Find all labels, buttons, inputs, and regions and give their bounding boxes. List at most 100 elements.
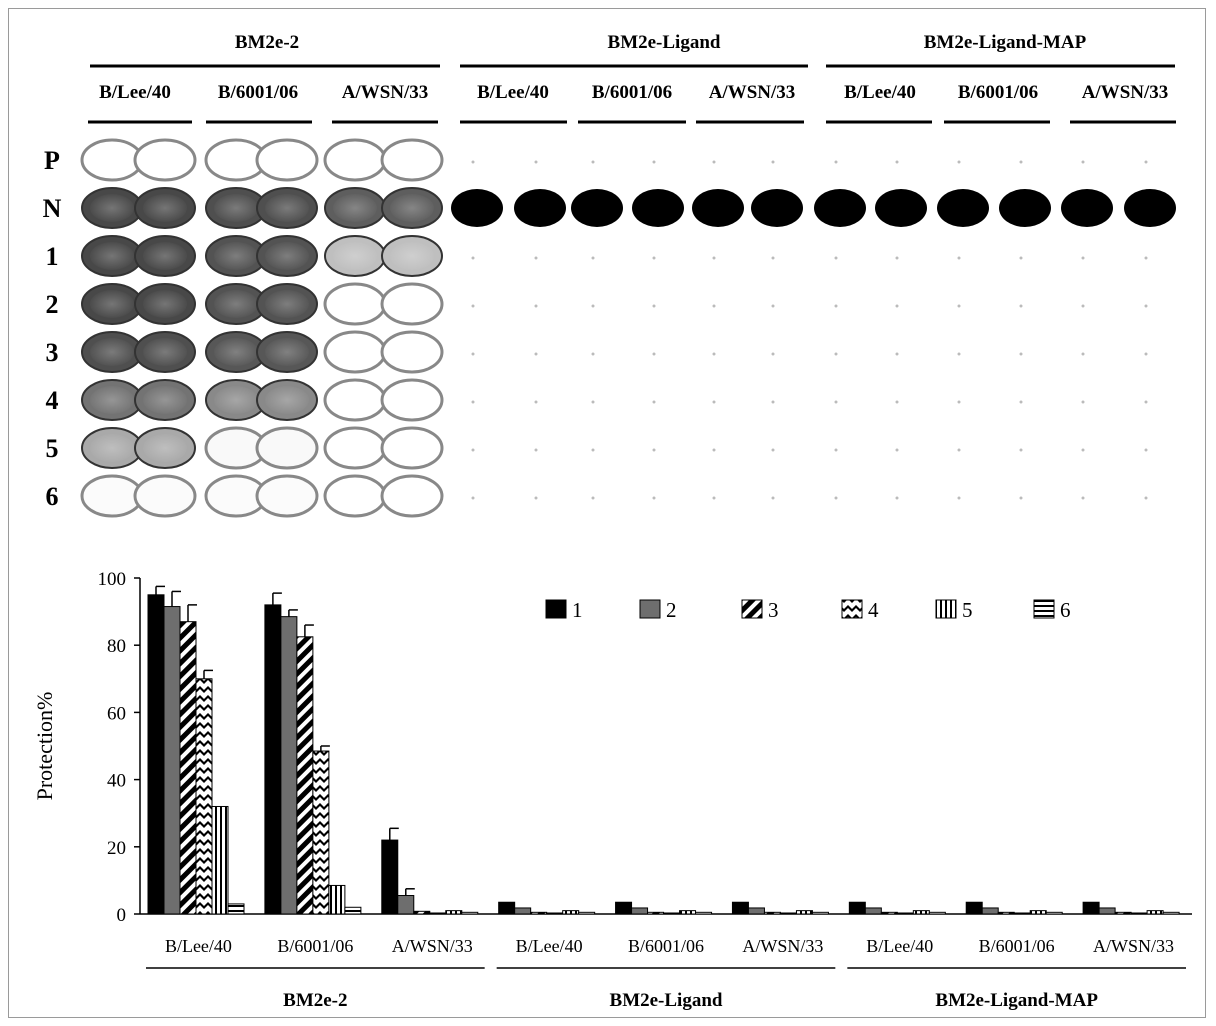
plate-strain-label: B/6001/06 [592,82,672,103]
plate-row-label: 4 [46,386,59,415]
plate-well-faint [957,352,961,356]
plate-well-faint [895,352,899,356]
bar-s5-8 [1029,910,1047,915]
y-tick-label: 20 [107,838,126,859]
plate-well-faint [1081,352,1085,356]
plate-well-highlight [90,338,134,366]
plate-well-faint [652,352,656,356]
bar-s2-3 [397,895,415,915]
plate-well-faint [771,496,775,500]
plate-well-faint [652,304,656,308]
plate-well-faint [771,448,775,452]
plate-well-highlight [390,194,434,222]
bar-s3-9 [1114,911,1132,915]
bar-s2-7 [864,907,882,915]
bar-s2-5 [631,907,649,915]
plate-strain-label: A/WSN/33 [1082,82,1169,103]
plate-well-highlight [143,386,187,414]
plate-well [380,330,444,374]
plate-well-faint [957,304,961,308]
plate-strain-label: B/Lee/40 [844,82,916,103]
plate-well-faint [1019,400,1023,404]
plate-well [255,138,319,182]
bar-s6-1 [227,903,245,915]
plate-row-label: 2 [46,290,59,319]
plate-well-faint [712,160,716,164]
plate-strain-label: A/WSN/33 [342,82,429,103]
plate-well [323,282,387,326]
plate-well-negative [937,189,989,227]
plate-row-label: 1 [46,242,59,271]
plate-well-faint [771,352,775,356]
bar-s5-1 [211,805,229,915]
legend-label-4: 4 [868,598,879,622]
bar-s4-6 [779,912,797,915]
plate-well-negative [692,189,744,227]
bar-s6-3 [461,911,479,915]
plate-well-faint [771,160,775,164]
figure-frame [8,8,1206,1018]
x-tick-label: B/6001/06 [628,936,704,956]
plate-well-faint [652,256,656,260]
x-tick-label: B/Lee/40 [165,936,232,956]
plate-well [323,330,387,374]
plate-well-faint [652,496,656,500]
plate-row-label: P [44,146,60,175]
plate-well-faint [591,400,595,404]
x-tick-label: B/Lee/40 [516,936,583,956]
plate-well-highlight [214,290,258,318]
plate-well-highlight [333,194,377,222]
plate-well-highlight [265,338,309,366]
plate-well-faint [895,160,899,164]
plate-strain-label: B/6001/06 [958,82,1038,103]
plate-strain-label: B/Lee/40 [99,82,171,103]
bar-s2-6 [747,907,765,915]
plate-well-faint [712,400,716,404]
plate-well-highlight [214,194,258,222]
plate-well-faint [652,160,656,164]
plate-well-highlight [143,290,187,318]
plate-well-faint [1081,400,1085,404]
bar-s4-8 [1013,912,1031,915]
plate-well-faint [591,496,595,500]
plate-well-faint [1019,496,1023,500]
bar-s4-2 [312,750,330,915]
plate-well-faint [957,160,961,164]
plate-well-faint [957,448,961,452]
plate-strain-label: A/WSN/33 [709,82,796,103]
legend-label-2: 2 [666,598,677,622]
plate-well [323,378,387,422]
plate-well-highlight [265,242,309,270]
plate-group-title-3: BM2e-Ligand-MAP [924,32,1087,53]
plate-well-faint [834,400,838,404]
plate-well-faint [834,448,838,452]
x-tick-label: B/6001/06 [979,936,1055,956]
plate-group-title-1: BM2e-2 [235,32,299,53]
plate-well-negative [514,189,566,227]
plate-well-faint [1144,160,1148,164]
plate-well-faint [534,160,538,164]
plate-well-faint [895,448,899,452]
bar-s2-1 [163,606,181,915]
bar-s1-3 [381,839,399,915]
plate-well [255,426,319,470]
bar-s5-2 [328,884,346,915]
x-group-label: BM2e-Ligand-MAP [935,990,1098,1011]
plate-well-highlight [333,242,377,270]
plate-well-highlight [143,338,187,366]
plate-well [380,426,444,470]
plate-well [380,282,444,326]
y-tick-label: 80 [107,636,126,657]
plate-strain-label: B/Lee/40 [477,82,549,103]
plate-well-faint [1144,496,1148,500]
plate-well-faint [652,448,656,452]
y-tick-label: 100 [98,569,127,590]
bar-s6-6 [811,911,829,915]
plate-well-highlight [143,242,187,270]
plate-well-highlight [214,242,258,270]
plate-well-faint [834,304,838,308]
plate-well-faint [834,352,838,356]
plate-well-faint [591,160,595,164]
bar-s1-1 [147,594,165,915]
